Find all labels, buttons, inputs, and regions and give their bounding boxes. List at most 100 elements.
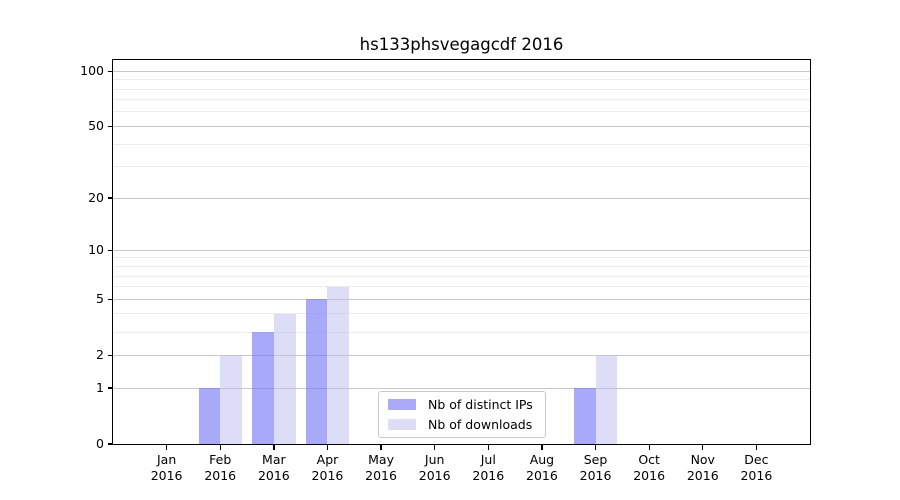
gridline-major-2 [113,354,810,356]
bar-downloads-sep [595,355,618,444]
x-tick-mark-jul [487,445,489,450]
x-tick-label-nov: Nov 2016 [671,452,735,483]
x-tick-mark-jan [166,445,168,450]
x-tick-mark-dec [755,445,758,450]
x-tick-label-may: May 2016 [349,452,413,483]
x-tick-mark-nov [702,445,704,450]
x-tick-mark-may [380,445,382,450]
x-tick-year-oct: 2016 [633,467,666,483]
x-tick-year-dec: 2016 [740,467,773,483]
y-tick-label-50: 50 [88,118,104,134]
gridline-minor-9 [113,257,810,259]
chart-title: hs133phsvegagcdf 2016 [359,35,564,54]
y-tick-mark-50 [108,125,113,128]
x-tick-year-mar: 2016 [257,467,290,483]
bar-distinct-ips-mar [252,332,274,444]
gridline-major-10 [113,249,810,251]
x-tick-label-apr: Apr 2016 [295,452,359,483]
gridline-major-1 [113,387,810,389]
x-tick-label-jul: Jul 2016 [456,452,520,483]
x-tick-label-feb: Feb 2016 [188,452,252,483]
bar-downloads-mar [273,313,296,444]
x-tick-month-nov: Nov [690,452,715,467]
bar-downloads-feb [220,355,242,444]
plot-area [113,60,810,444]
legend-item-distinct-ips: Nb of distinct IPs [388,397,536,412]
y-tick-mark-10 [108,249,113,251]
y-tick-mark-100 [108,70,113,72]
x-tick-label-oct: Oct 2016 [617,452,681,483]
gridline-major-20 [113,197,810,199]
y-tick-mark-5 [108,298,113,300]
x-tick-month-dec: Dec [744,452,769,467]
x-tick-month-sep: Sep [583,452,608,467]
y-tick-mark-2 [108,354,113,356]
gridline-minor-7 [113,275,810,277]
x-tick-month-jun: Jun [424,452,445,467]
gridline-minor-80 [113,88,810,90]
x-tick-label-sep: Sep 2016 [564,452,628,483]
x-tick-label-mar: Mar 2016 [242,452,306,483]
y-tick-label-10: 10 [88,242,104,258]
gridline-minor-60 [113,111,810,113]
bar-distinct-ips-feb [198,388,221,444]
x-tick-month-oct: Oct [638,452,660,467]
bar-downloads-apr [327,286,350,444]
gridline-major-50 [113,125,810,127]
x-tick-month-mar: Mar [262,452,286,467]
x-tick-mark-oct [648,445,650,450]
bar-distinct-ips-apr [305,299,328,444]
x-tick-label-aug: Aug 2016 [510,452,574,483]
y-tick-label-2: 2 [96,347,104,363]
y-tick-mark-1 [108,387,113,389]
x-tick-label-dec: Dec 2016 [724,452,788,483]
x-tick-year-nov: 2016 [686,467,719,483]
gridline-minor-90 [113,79,810,81]
gridline-minor-4 [113,313,810,315]
x-tick-year-feb: 2016 [204,467,237,483]
gridline-minor-8 [113,266,810,267]
x-tick-mark-jun [434,445,436,450]
x-tick-month-aug: Aug [529,452,555,467]
legend-label-distinct-ips: Nb of distinct IPs [428,397,533,412]
legend-label-downloads: Nb of downloads [428,417,533,432]
gridline-minor-30 [113,166,810,168]
x-tick-label-jun: Jun 2016 [403,452,467,483]
x-tick-year-aug: 2016 [526,467,558,483]
gridline-minor-40 [113,143,810,145]
x-tick-mark-feb [219,445,221,450]
gridline-major-100 [113,70,810,72]
legend-swatch-distinct-ips-icon [388,399,416,410]
x-tick-month-feb: Feb [209,452,232,467]
legend-swatch-downloads-icon [388,419,416,430]
bar-distinct-ips-sep [573,388,596,444]
y-tick-mark-20 [108,197,113,199]
y-tick-label-20: 20 [88,190,104,206]
legend-item-downloads: Nb of downloads [388,417,536,432]
gridline-minor-6 [113,286,810,288]
x-tick-month-jan: Jan [156,452,177,467]
gridline-major-5 [113,298,810,300]
x-tick-year-jan: 2016 [150,467,183,483]
y-tick-label-100: 100 [80,63,104,79]
x-tick-month-apr: Apr [316,452,339,467]
x-tick-year-jul: 2016 [472,467,505,483]
x-tick-month-jul: Jul [480,452,496,467]
x-tick-label-jan: Jan 2016 [135,452,199,483]
legend: Nb of distinct IPs Nb of downloads [378,391,546,438]
x-tick-mark-mar [273,445,275,450]
y-tick-label-1: 1 [96,380,104,395]
x-tick-year-may: 2016 [365,467,397,483]
gridline-minor-3 [113,331,810,333]
y-tick-mark-0 [108,443,113,445]
y-tick-label-0: 0 [96,436,104,451]
x-tick-year-jun: 2016 [418,467,451,483]
gridline-minor-70 [113,99,810,101]
x-tick-mark-apr [326,445,329,450]
x-tick-mark-sep [594,445,597,450]
x-tick-year-sep: 2016 [579,467,612,483]
x-tick-month-may: May [368,452,394,467]
x-tick-year-apr: 2016 [311,467,344,483]
y-tick-label-5: 5 [96,291,104,307]
